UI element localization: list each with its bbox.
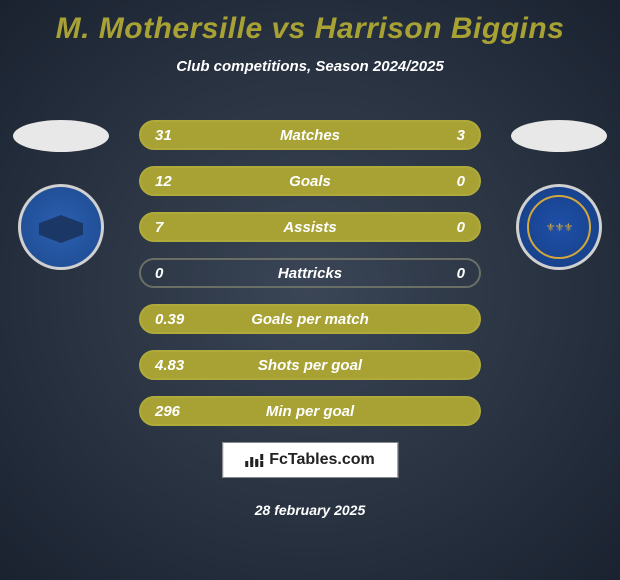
stat-left-value: 12	[155, 173, 172, 190]
stat-left-value: 4.83	[155, 357, 184, 374]
stat-left-value: 31	[155, 127, 172, 144]
stat-left-value: 0.39	[155, 311, 184, 328]
stat-row: 0.39 Goals per match	[139, 304, 481, 334]
stats-area: 31 Matches 3 12 Goals 0 7 Assists 0 0 Hattricks 0 0.…	[0, 120, 620, 442]
stat-right-value: 0	[457, 219, 465, 236]
stat-row: 12 Goals 0	[139, 166, 481, 196]
bars-icon	[245, 453, 263, 467]
stat-rows: 31 Matches 3 12 Goals 0 7 Assists 0 0 Hattricks 0 0.…	[139, 120, 481, 426]
stat-label: Min per goal	[266, 403, 354, 420]
stat-left-value: 296	[155, 403, 180, 420]
player-left-column	[6, 120, 116, 270]
brand-tag[interactable]: FcTables.com	[222, 442, 398, 478]
stat-left-value: 0	[155, 265, 163, 282]
stat-label: Assists	[283, 219, 336, 236]
club-badge-right	[516, 184, 602, 270]
stat-row: 31 Matches 3	[139, 120, 481, 150]
stat-label: Goals	[289, 173, 331, 190]
stat-right-value: 0	[457, 265, 465, 282]
club-badge-left	[18, 184, 104, 270]
stat-label: Matches	[280, 127, 340, 144]
stat-left-value: 7	[155, 219, 163, 236]
stat-right-value: 3	[457, 127, 465, 144]
subtitle: Club competitions, Season 2024/2025	[0, 58, 620, 75]
player-right-avatar-placeholder	[511, 120, 607, 152]
player-right-column	[504, 120, 614, 270]
date-label: 28 february 2025	[0, 502, 620, 518]
stat-row: 0 Hattricks 0	[139, 258, 481, 288]
stat-row: 296 Min per goal	[139, 396, 481, 426]
stat-right-value: 0	[457, 173, 465, 190]
stat-row: 7 Assists 0	[139, 212, 481, 242]
stat-label: Shots per goal	[258, 357, 362, 374]
stat-row: 4.83 Shots per goal	[139, 350, 481, 380]
player-left-avatar-placeholder	[13, 120, 109, 152]
page-title: M. Mothersille vs Harrison Biggins	[0, 0, 620, 46]
stat-label: Hattricks	[278, 265, 342, 282]
brand-label: FcTables.com	[269, 451, 375, 469]
stat-label: Goals per match	[251, 311, 369, 328]
